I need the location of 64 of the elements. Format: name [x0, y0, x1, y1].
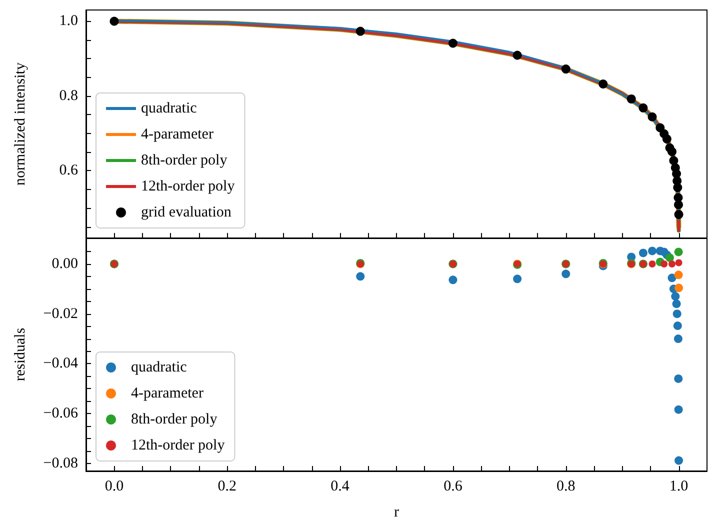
point	[674, 405, 683, 414]
x-tick-label: 1.0	[669, 478, 688, 494]
point	[662, 134, 672, 144]
x-tick-label: 0.0	[104, 478, 124, 494]
point	[668, 260, 676, 268]
point	[648, 246, 656, 256]
point	[674, 270, 683, 280]
point	[674, 210, 684, 219]
point	[674, 200, 683, 210]
legend-label: 8th-order poly	[141, 152, 228, 168]
y-tick-label: −0.06	[43, 406, 78, 422]
point	[675, 259, 682, 266]
point	[626, 94, 636, 104]
x-tick-label: 0.8	[556, 478, 576, 494]
y-tick-label: 1.0	[59, 13, 78, 30]
x-axis-title: r	[394, 504, 399, 520]
y-tick-label: 0.6	[59, 162, 78, 179]
point	[356, 272, 365, 281]
point	[674, 456, 684, 465]
point	[671, 292, 680, 301]
point	[668, 147, 676, 156]
point	[562, 270, 570, 278]
point	[638, 248, 648, 258]
legend-label: 8th-order poly	[131, 412, 218, 428]
legend-label: 12th-order poly	[141, 178, 236, 194]
point	[660, 260, 668, 268]
point	[674, 374, 683, 383]
point	[673, 183, 682, 192]
point	[672, 300, 681, 308]
point	[512, 50, 522, 60]
legend-label: 12th-order poly	[131, 438, 226, 454]
y-axis-title: residuals	[12, 328, 28, 382]
legend-label: quadratic	[141, 100, 198, 116]
point	[672, 310, 682, 318]
point	[669, 156, 678, 166]
point	[638, 103, 648, 112]
point	[448, 38, 458, 48]
point	[674, 284, 684, 292]
point	[356, 26, 365, 36]
y-axis-title: normalized intensity	[12, 62, 28, 186]
point	[110, 16, 119, 26]
point	[598, 80, 608, 89]
legend-label: grid evaluation	[141, 204, 232, 220]
y-tick-label: −0.08	[43, 456, 78, 472]
point	[674, 334, 682, 344]
x-tick-label: 0.6	[444, 478, 463, 494]
x-tick-label: 0.4	[330, 478, 350, 494]
point	[668, 274, 676, 282]
y-tick-label: 0.8	[59, 88, 78, 104]
point	[666, 253, 674, 262]
point	[648, 112, 657, 122]
point	[448, 276, 458, 284]
x-tick-label: 0.2	[218, 478, 237, 494]
point	[674, 248, 683, 256]
legend-label: 4-parameter	[141, 126, 214, 142]
y-tick-label: 0.00	[52, 256, 78, 272]
point	[648, 260, 656, 268]
point	[513, 274, 522, 284]
point	[561, 64, 570, 74]
y-tick-label: −0.02	[43, 306, 78, 322]
y-tick-label: −0.04	[43, 356, 78, 372]
point	[673, 322, 682, 330]
legend-label: quadratic	[131, 360, 188, 376]
legend-label: 4-parameter	[131, 386, 204, 402]
